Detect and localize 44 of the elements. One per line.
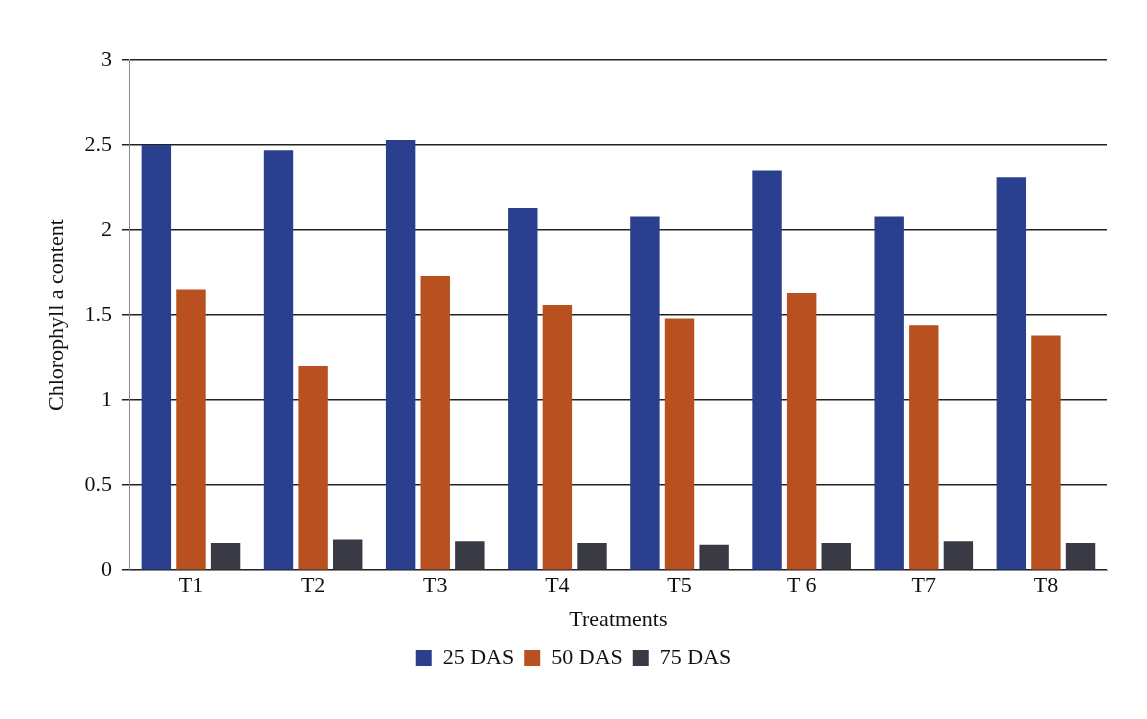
x-tick-label: T3 — [423, 572, 448, 598]
bar — [909, 325, 939, 570]
x-tick-label: T7 — [911, 572, 937, 598]
y-tick-label: 0 — [100, 555, 112, 581]
bar — [577, 542, 607, 570]
bar — [821, 542, 851, 570]
bar — [996, 177, 1027, 570]
x-tick-label: T4 — [545, 572, 570, 598]
x-tick-label: T2 — [300, 572, 326, 598]
bar — [141, 145, 172, 570]
bar — [420, 275, 450, 570]
bar — [630, 216, 660, 570]
x-tick-label: T5 — [667, 572, 692, 598]
y-tick-label: 2.5 — [84, 130, 112, 156]
legend-label: 75 DAS — [659, 643, 732, 669]
x-tick-label: T8 — [1033, 572, 1059, 598]
x-axis-title: Treatments — [569, 605, 668, 631]
y-tick-label: 3 — [100, 45, 112, 71]
legend-label: 50 DAS — [551, 643, 623, 669]
y-tick-label: 2 — [100, 215, 112, 241]
bar — [298, 366, 328, 570]
x-tick-label: T 6 — [786, 572, 817, 598]
bar — [664, 318, 695, 570]
bar — [699, 544, 729, 570]
bar — [1065, 542, 1096, 570]
bar — [263, 150, 294, 570]
bar — [333, 539, 363, 570]
bar — [786, 292, 817, 570]
y-tick-label: 0.5 — [84, 470, 112, 496]
bar — [508, 207, 538, 570]
y-tick-label: 1 — [100, 385, 112, 411]
bar — [874, 216, 904, 570]
y-axis-title: Chlorophyll a content — [42, 219, 68, 412]
bar — [176, 289, 206, 570]
bar — [455, 541, 485, 570]
bar — [752, 170, 782, 570]
bar — [1031, 335, 1061, 570]
bar — [943, 541, 974, 570]
legend-label: 25 DAS — [442, 643, 515, 669]
x-tick-label: T1 — [178, 572, 204, 598]
y-tick-label: 1.5 — [84, 300, 112, 326]
bar — [385, 139, 416, 570]
bar — [542, 304, 573, 570]
bar — [210, 542, 241, 570]
